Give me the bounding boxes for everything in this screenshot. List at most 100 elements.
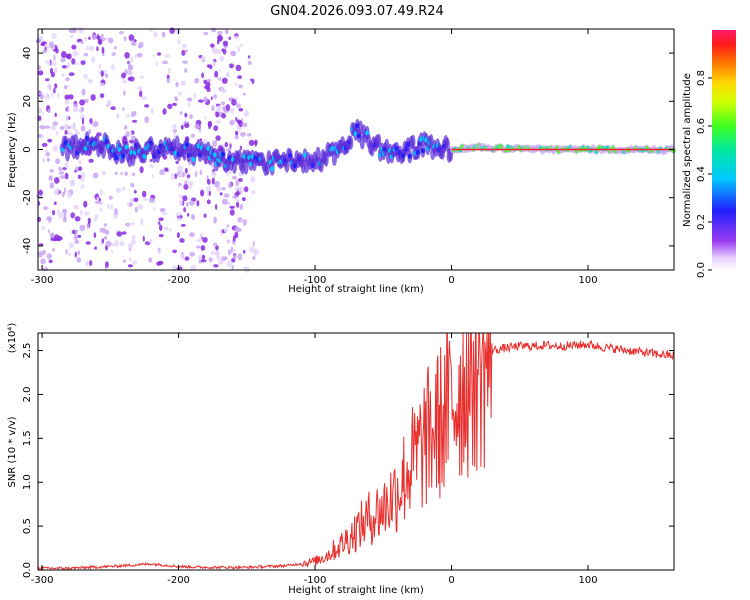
noise-speck — [124, 52, 130, 59]
noise-speck — [177, 165, 184, 173]
y-tick-label: 20 — [22, 95, 33, 108]
noise-speck — [182, 43, 187, 49]
noise-speck — [131, 172, 136, 176]
noise-speck — [99, 82, 105, 87]
noise-speck — [48, 230, 52, 234]
noise-speck — [104, 73, 109, 78]
noise-speck — [42, 49, 48, 54]
noise-speck — [44, 93, 51, 100]
noise-speck — [52, 121, 58, 126]
noise-speck — [201, 72, 205, 79]
colorbar-tick-label: 0.6 — [696, 118, 707, 134]
noise-speck — [148, 257, 153, 263]
noise-speck — [37, 115, 42, 121]
noise-speck — [142, 235, 145, 242]
noise-speck — [219, 55, 225, 62]
noise-speck — [222, 40, 228, 47]
noise-speck — [238, 178, 243, 182]
noise-speck — [189, 251, 196, 257]
ridge-core — [416, 149, 420, 155]
noise-speck — [122, 186, 126, 192]
noise-speck — [235, 116, 238, 122]
noise-speck — [172, 124, 177, 130]
noise-speck — [42, 267, 49, 272]
noise-speck — [213, 216, 218, 224]
noise-speck — [218, 259, 224, 265]
noise-speck — [41, 142, 48, 147]
noise-speck — [182, 195, 188, 202]
ridge-core — [185, 142, 189, 147]
noise-speck — [144, 104, 150, 108]
noise-speck — [73, 204, 77, 210]
noise-speck — [152, 54, 155, 58]
noise-speck — [128, 34, 135, 41]
noise-speck — [200, 245, 206, 251]
noise-speck — [172, 128, 178, 133]
noise-speck — [78, 166, 83, 171]
noise-speck — [53, 88, 56, 94]
noise-speck — [235, 96, 238, 101]
noise-speck — [231, 264, 234, 270]
x-tick-label: -100 — [304, 275, 327, 286]
noise-speck — [78, 160, 82, 165]
noise-speck — [89, 118, 93, 124]
noise-speck — [54, 67, 58, 74]
noise-speck — [140, 75, 145, 79]
noise-speck — [134, 206, 138, 213]
colorbar-tick-label: 0.2 — [696, 214, 707, 230]
noise-speck — [99, 207, 103, 212]
noise-speck — [130, 41, 137, 46]
noise-speck — [166, 78, 171, 84]
noise-speck — [69, 180, 75, 187]
noise-speck — [229, 209, 235, 216]
noise-speck — [193, 92, 196, 99]
noise-speck — [230, 107, 235, 114]
noise-speck — [123, 78, 126, 83]
noise-speck — [130, 56, 134, 63]
ridge-core — [83, 146, 88, 151]
noise-speck — [207, 120, 213, 128]
noise-speck — [221, 77, 228, 84]
noise-speck — [119, 31, 124, 35]
noise-speck — [180, 124, 184, 130]
noise-speck — [229, 205, 235, 209]
noise-speck — [216, 49, 222, 55]
noise-speck — [189, 232, 195, 238]
noise-speck — [196, 200, 200, 207]
noise-speck — [101, 238, 105, 244]
noise-speck — [217, 30, 223, 36]
x-tick-label: 0 — [448, 575, 454, 586]
noise-speck — [225, 71, 230, 78]
noise-speck — [180, 80, 186, 86]
noise-speck — [115, 187, 122, 193]
noise-speck — [174, 173, 178, 180]
noise-speck — [176, 232, 180, 239]
noise-speck — [158, 221, 161, 226]
noise-speck — [37, 91, 43, 96]
noise-speck — [237, 75, 243, 79]
noise-speck — [72, 50, 79, 57]
noise-speck — [49, 182, 55, 189]
noise-speck — [236, 199, 240, 203]
noise-speck — [232, 195, 239, 199]
noise-speck — [166, 74, 170, 80]
noise-speck — [47, 83, 51, 89]
noise-speck — [184, 68, 188, 73]
noise-speck — [72, 105, 79, 113]
noise-speck — [132, 260, 138, 265]
noise-speck — [78, 29, 84, 34]
ridge-blob — [101, 144, 106, 159]
noise-speck — [208, 191, 211, 196]
noise-speck — [94, 213, 99, 221]
noise-speck — [215, 119, 221, 124]
noise-speck — [125, 222, 131, 227]
noise-speck — [235, 179, 239, 187]
noise-speck — [73, 233, 78, 241]
noise-speck — [69, 242, 73, 249]
noise-speck — [128, 202, 133, 207]
noise-speck — [61, 65, 68, 69]
noise-speck — [114, 45, 117, 50]
noise-speck — [157, 260, 164, 265]
noise-speck — [206, 199, 211, 205]
noise-speck — [122, 136, 128, 141]
